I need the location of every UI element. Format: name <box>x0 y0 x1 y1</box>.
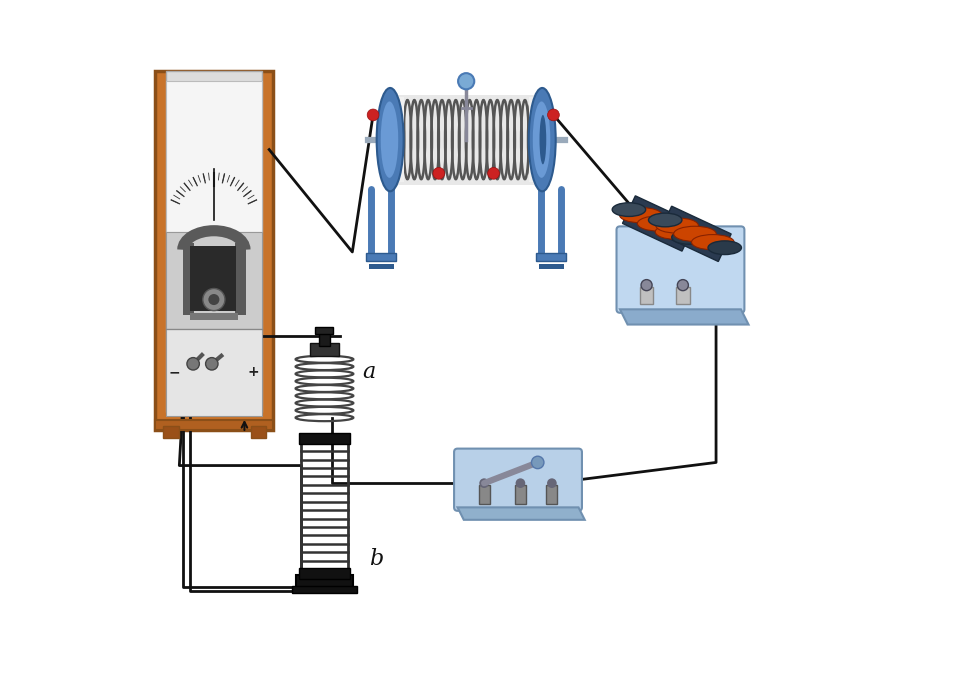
Ellipse shape <box>656 218 699 233</box>
Text: −: − <box>169 366 180 380</box>
Circle shape <box>678 280 688 291</box>
Ellipse shape <box>529 88 556 192</box>
Ellipse shape <box>691 235 734 250</box>
Ellipse shape <box>649 213 682 227</box>
Bar <box>319 331 330 346</box>
Bar <box>156 71 273 430</box>
Ellipse shape <box>637 216 680 231</box>
Text: a: a <box>363 361 375 383</box>
Bar <box>546 484 558 504</box>
Bar <box>293 586 356 593</box>
Circle shape <box>203 289 225 311</box>
Text: b: b <box>370 548 384 570</box>
Circle shape <box>532 456 544 468</box>
Ellipse shape <box>612 203 646 217</box>
Circle shape <box>208 294 220 305</box>
Bar <box>299 568 350 579</box>
Bar <box>515 484 526 504</box>
Bar <box>299 433 350 444</box>
Ellipse shape <box>708 241 741 255</box>
Polygon shape <box>458 507 585 520</box>
Bar <box>537 253 566 261</box>
Bar <box>310 344 339 355</box>
Circle shape <box>547 109 560 121</box>
Ellipse shape <box>619 208 662 223</box>
Bar <box>367 253 396 261</box>
Bar <box>369 264 394 269</box>
Circle shape <box>433 167 444 179</box>
Ellipse shape <box>674 226 716 242</box>
Circle shape <box>547 478 557 488</box>
Ellipse shape <box>656 224 698 239</box>
Bar <box>676 287 690 304</box>
FancyBboxPatch shape <box>454 448 582 511</box>
Bar <box>182 243 194 315</box>
Bar <box>539 264 564 269</box>
Polygon shape <box>622 196 695 251</box>
Bar <box>156 421 273 430</box>
Bar <box>529 97 542 183</box>
Bar <box>316 327 333 334</box>
Ellipse shape <box>376 88 403 192</box>
Circle shape <box>458 73 474 90</box>
Bar <box>166 81 261 232</box>
FancyBboxPatch shape <box>616 226 744 313</box>
Circle shape <box>367 109 379 121</box>
Ellipse shape <box>533 101 550 178</box>
Circle shape <box>479 478 489 488</box>
Polygon shape <box>659 206 732 262</box>
Bar <box>390 97 404 183</box>
Circle shape <box>205 357 218 370</box>
Bar <box>296 575 353 589</box>
Bar <box>190 246 236 312</box>
Bar <box>235 243 247 315</box>
Circle shape <box>516 478 525 488</box>
Circle shape <box>641 280 652 291</box>
Bar <box>251 426 266 438</box>
Bar <box>163 426 179 438</box>
Text: +: + <box>248 366 259 380</box>
Bar <box>479 484 490 504</box>
Ellipse shape <box>672 230 706 244</box>
Ellipse shape <box>381 101 398 178</box>
Bar <box>166 330 261 416</box>
Bar <box>166 232 261 330</box>
Circle shape <box>187 357 200 370</box>
Bar <box>190 314 238 320</box>
Ellipse shape <box>540 115 546 164</box>
Circle shape <box>488 167 499 179</box>
Bar <box>390 94 542 185</box>
Bar <box>166 71 261 412</box>
Bar <box>639 287 654 304</box>
Polygon shape <box>620 310 749 325</box>
